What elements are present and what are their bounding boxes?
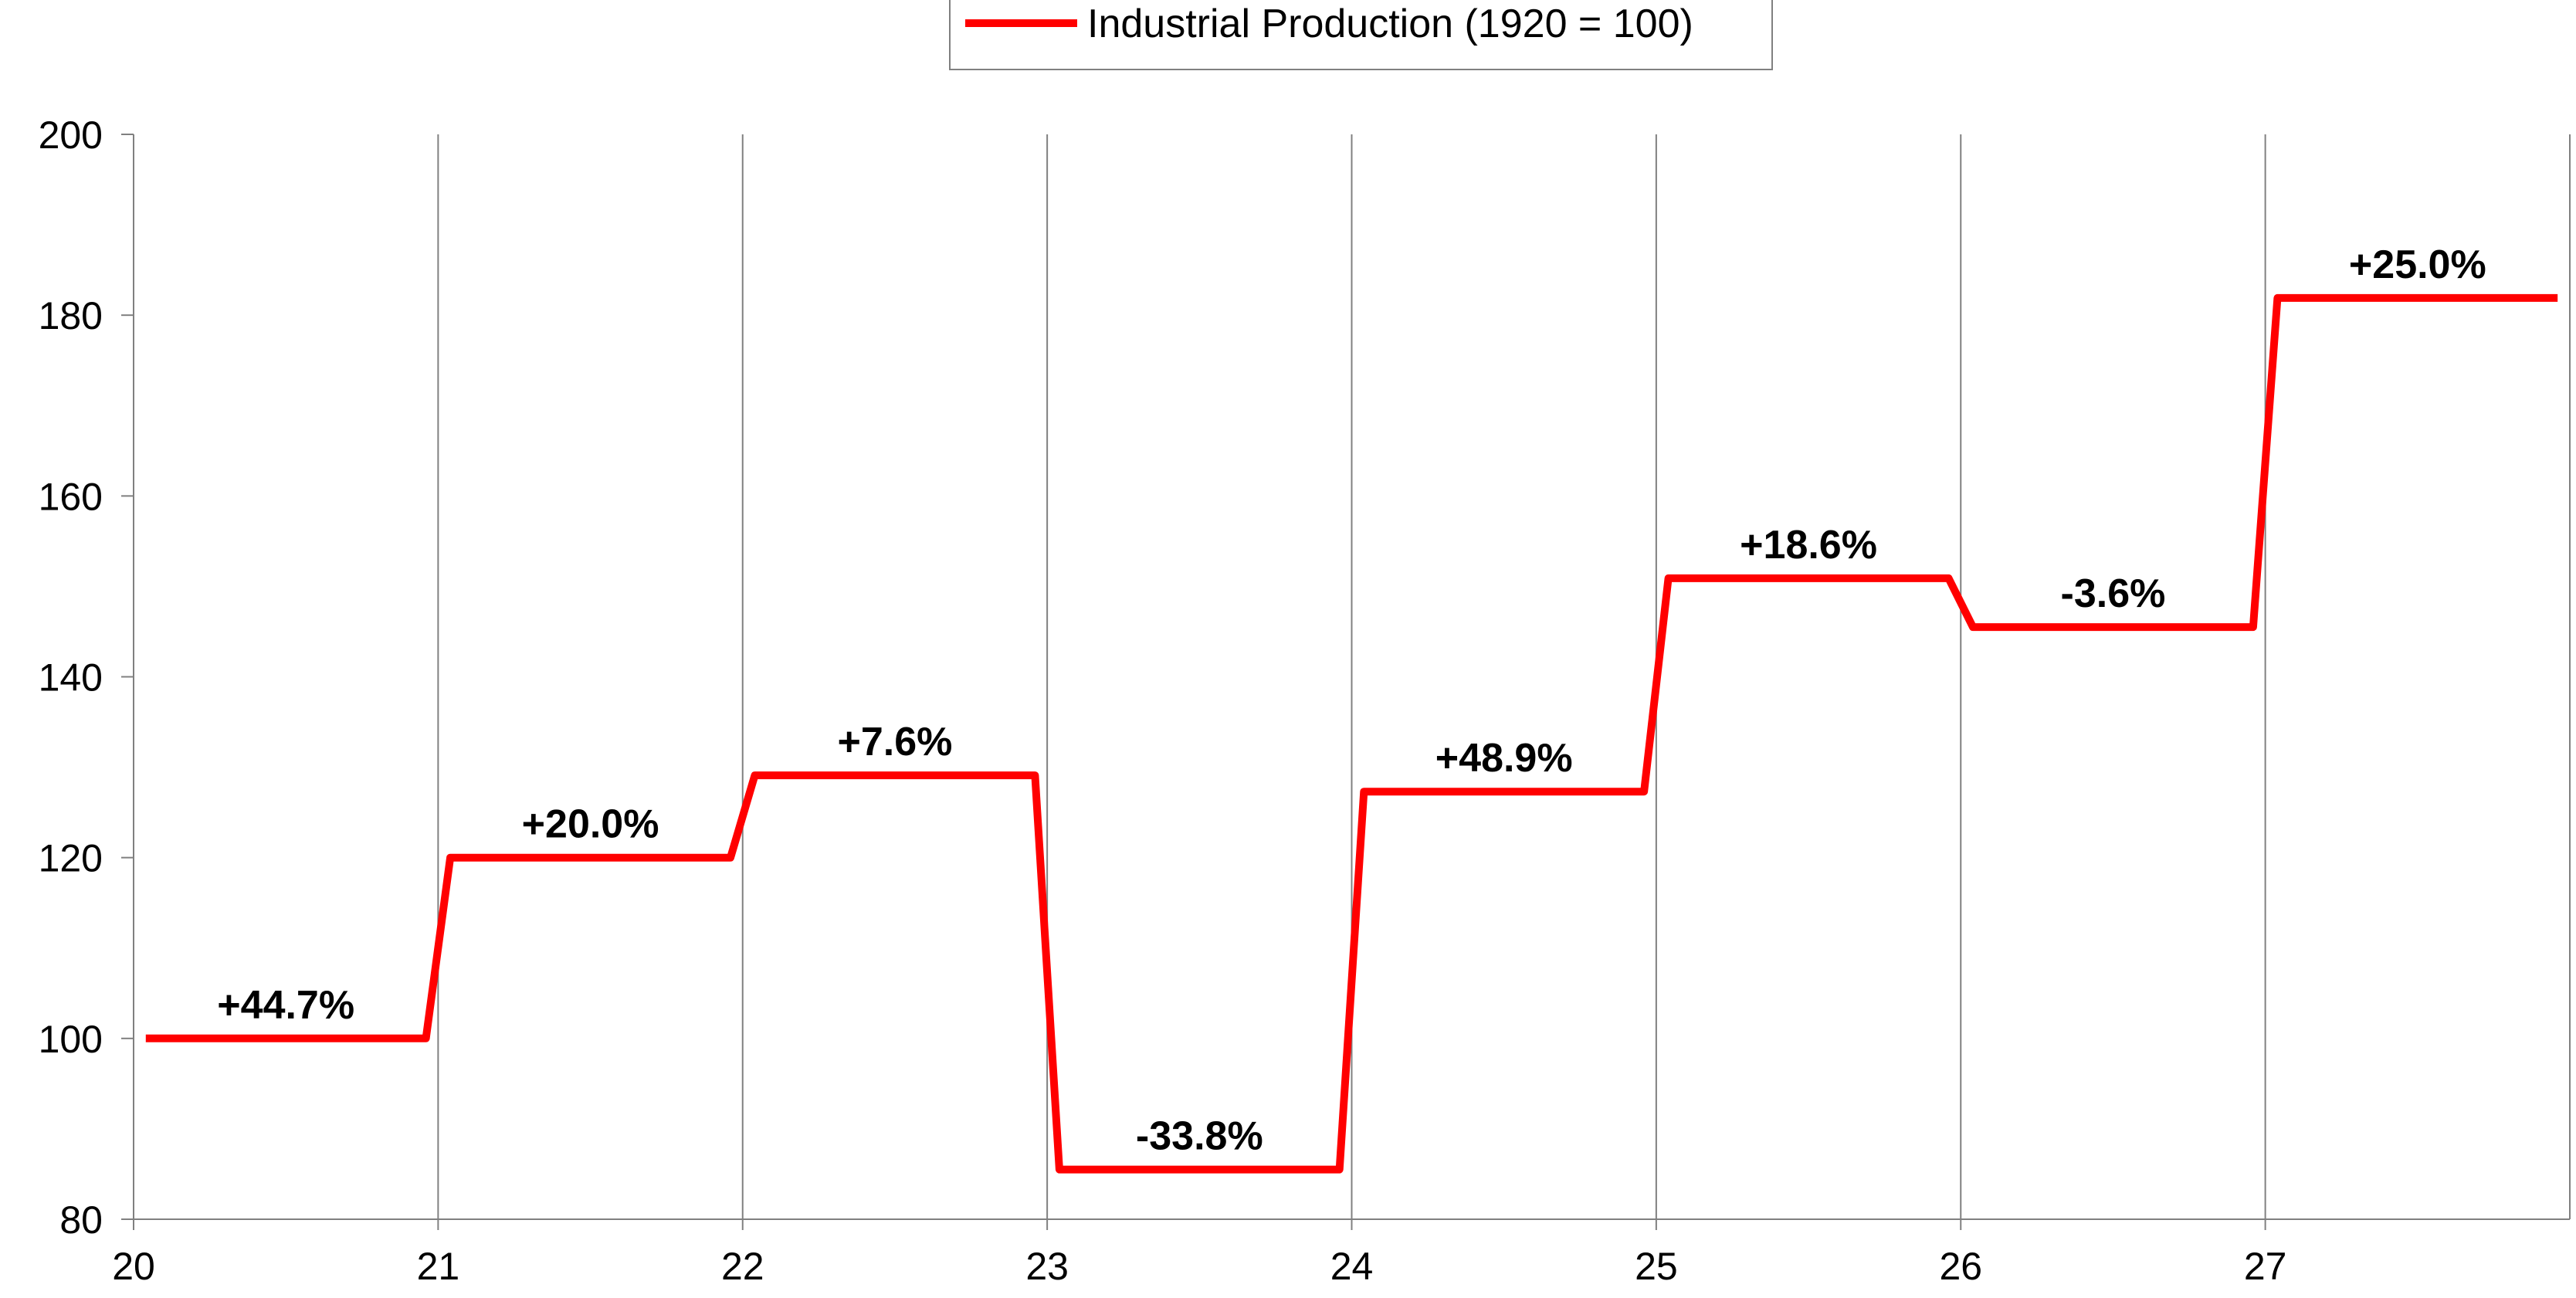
y-tick-label-180: 180 xyxy=(39,294,103,337)
series-line xyxy=(145,293,2558,1174)
y-tick-label-80: 80 xyxy=(59,1198,103,1242)
data-label-0: +44.7% xyxy=(217,983,354,1028)
y-tick-label-140: 140 xyxy=(39,656,103,700)
data-label-2: +7.6% xyxy=(837,720,952,764)
legend-label: Industrial Production (1920 = 100) xyxy=(1087,2,1693,46)
data-label-6: -3.6% xyxy=(2061,571,2166,616)
legend-box xyxy=(949,0,1773,70)
data-labels: +44.7% +20.0% +7.6% -33.8% +48.9% +18.6% -3.6%… xyxy=(217,242,2486,1159)
x-tick-label-25: 25 xyxy=(1635,1245,1678,1288)
x-tick-label-20: 20 xyxy=(112,1245,155,1288)
x-tick-label-24: 24 xyxy=(1330,1245,1374,1288)
x-axis-ticks: 20 21 22 23 24 25 26 27 xyxy=(112,1219,2286,1288)
x-tick-label-21: 21 xyxy=(417,1245,460,1288)
data-label-4: +48.9% xyxy=(1435,736,1573,781)
data-label-7: +25.0% xyxy=(2349,242,2486,287)
y-tick-label-200: 200 xyxy=(39,114,103,157)
vertical-gridlines xyxy=(437,134,2571,1219)
x-tick-label-22: 22 xyxy=(721,1245,764,1288)
x-tick-label-23: 23 xyxy=(1025,1245,1069,1288)
series-industrial-production xyxy=(145,293,2558,1174)
data-label-3: -33.8% xyxy=(1136,1114,1263,1159)
legend: Industrial Production (1920 = 100) xyxy=(949,0,1773,70)
x-tick-label-27: 27 xyxy=(2244,1245,2287,1288)
y-tick-label-100: 100 xyxy=(39,1018,103,1061)
x-tick-label-26: 26 xyxy=(1939,1245,1982,1288)
y-axis-ticks: 80 100 120 140 160 180 200 xyxy=(39,114,134,1242)
data-label-1: +20.0% xyxy=(522,802,659,847)
y-tick-label-120: 120 xyxy=(39,837,103,880)
y-tick-label-160: 160 xyxy=(39,475,103,518)
data-label-5: +18.6% xyxy=(1740,523,1877,568)
